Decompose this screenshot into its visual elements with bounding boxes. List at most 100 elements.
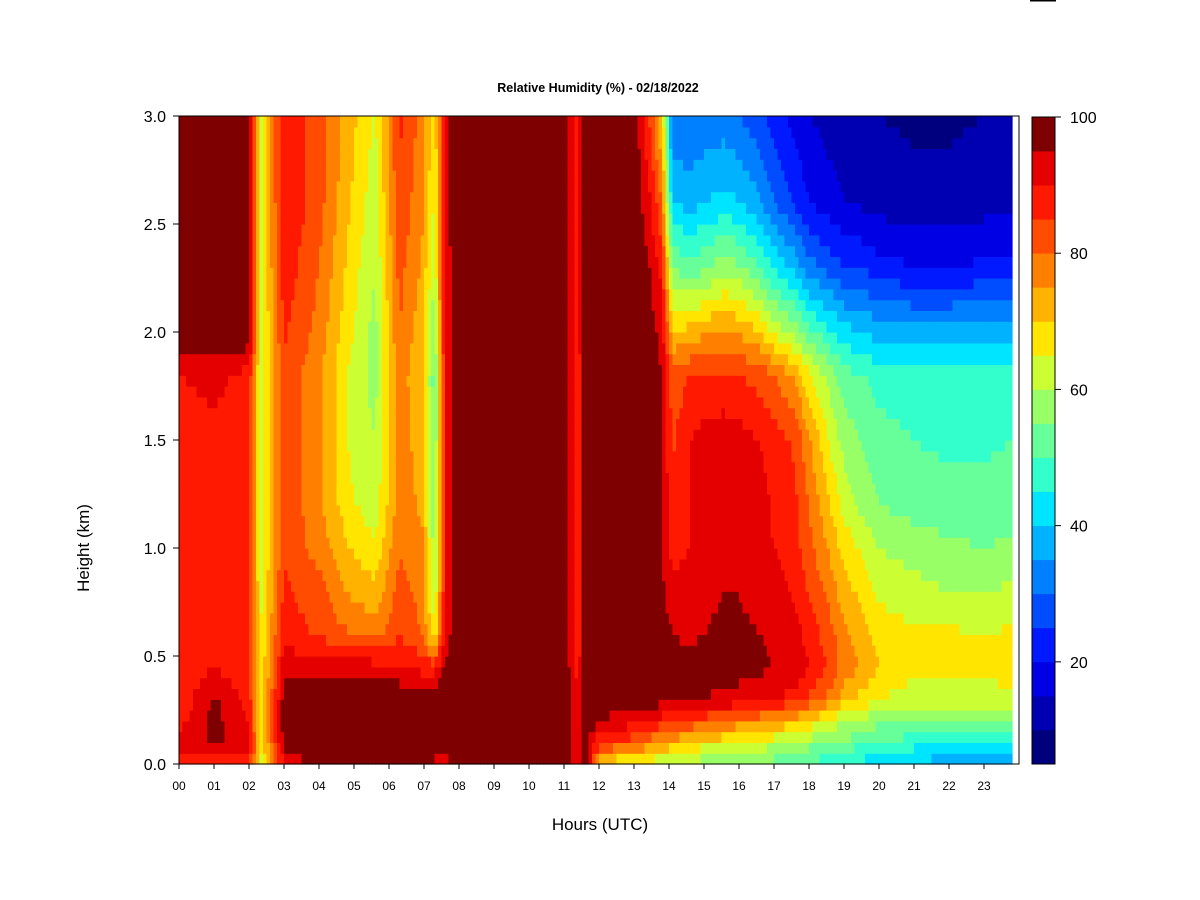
heatmap-cell	[186, 612, 191, 625]
heatmap-cell	[371, 623, 376, 635]
heatmap-cell	[830, 720, 835, 733]
heatmap-cell	[564, 537, 569, 549]
heatmap-cell	[574, 645, 579, 657]
heatmap-cell	[606, 731, 611, 743]
heatmap-cell	[469, 591, 474, 603]
heatmap-cell	[826, 537, 831, 549]
heatmap-cell	[525, 537, 530, 549]
heatmap-cell	[333, 688, 338, 700]
heatmap-cell	[581, 548, 586, 560]
heatmap-cell	[585, 602, 590, 614]
heatmap-cell	[854, 742, 859, 754]
heatmap-cell	[319, 677, 324, 689]
heatmap-cell	[945, 677, 950, 689]
heatmap-cell	[1008, 645, 1013, 657]
heatmap-cell	[704, 753, 709, 765]
heatmap-cell	[910, 710, 915, 722]
heatmap-cell	[259, 591, 264, 603]
heatmap-cell	[826, 623, 831, 635]
heatmap-cell	[907, 742, 912, 754]
heatmap-cell	[798, 645, 803, 657]
heatmap-cell	[280, 591, 285, 603]
heatmap-cell	[686, 742, 691, 754]
heatmap-cell	[473, 656, 478, 668]
heatmap-cell	[574, 548, 579, 560]
heatmap-cell	[413, 548, 418, 560]
heatmap-cell	[361, 612, 366, 625]
heatmap-cell	[476, 677, 481, 689]
heatmap-cell	[802, 720, 807, 733]
heatmap-cell	[347, 558, 352, 571]
heatmap-cell	[480, 666, 485, 679]
heatmap-cell	[844, 612, 849, 625]
heatmap-cell	[686, 634, 691, 646]
heatmap-cell	[350, 591, 355, 603]
heatmap-cell	[189, 677, 194, 689]
heatmap-cell	[375, 666, 380, 679]
heatmap-cell	[984, 591, 989, 603]
heatmap-cell	[578, 688, 583, 700]
heatmap-cell	[602, 742, 607, 754]
heatmap-cell	[298, 548, 303, 560]
heatmap-cell	[196, 742, 201, 754]
heatmap-cell	[665, 558, 670, 571]
heatmap-cell	[644, 699, 649, 711]
heatmap-cell	[711, 720, 716, 733]
heatmap-cell	[721, 623, 726, 635]
heatmap-cell	[949, 580, 954, 592]
heatmap-cell	[903, 645, 908, 657]
heatmap-cell	[294, 666, 299, 679]
heatmap-cell	[434, 548, 439, 560]
heatmap-cell	[378, 688, 383, 700]
heatmap-cell	[837, 742, 842, 754]
heatmap-cell	[273, 602, 278, 614]
heatmap-cell	[375, 634, 380, 646]
heatmap-cell	[949, 753, 954, 765]
heatmap-cell	[294, 656, 299, 668]
heatmap-cell	[770, 753, 775, 765]
heatmap-cell	[907, 677, 912, 689]
heatmap-cell	[487, 558, 492, 571]
heatmap-cell	[319, 720, 324, 733]
heatmap-cell	[550, 602, 555, 614]
heatmap-cell	[840, 731, 845, 743]
heatmap-cell	[364, 537, 369, 549]
heatmap-cell	[497, 720, 502, 733]
heatmap-cell	[721, 645, 726, 657]
heatmap-cell	[917, 537, 922, 549]
heatmap-cell	[655, 548, 660, 560]
heatmap-cell	[375, 612, 380, 625]
heatmap-cell	[998, 580, 1003, 592]
heatmap-cell	[501, 688, 506, 700]
heatmap-cell	[480, 634, 485, 646]
heatmap-cell	[938, 591, 943, 603]
heatmap-cell	[879, 720, 884, 733]
heatmap-cell	[340, 742, 345, 754]
heatmap-cell	[756, 666, 761, 679]
heatmap-cell	[364, 645, 369, 657]
heatmap-cell	[623, 666, 628, 679]
heatmap-cell	[676, 656, 681, 668]
heatmap-cell	[844, 742, 849, 754]
heatmap-cell	[564, 558, 569, 571]
heatmap-cell	[613, 731, 618, 743]
heatmap-cell	[343, 742, 348, 754]
heatmap-cell	[585, 677, 590, 689]
heatmap-cell	[700, 602, 705, 614]
heatmap-cell	[875, 742, 880, 754]
heatmap-cell	[473, 558, 478, 571]
heatmap-cell	[417, 656, 422, 668]
heatmap-cell	[672, 666, 677, 679]
heatmap-cell	[361, 537, 366, 549]
heatmap-cell	[560, 612, 565, 625]
heatmap-cell	[210, 602, 215, 614]
heatmap-cell	[613, 688, 618, 700]
heatmap-cell	[760, 602, 765, 614]
heatmap-cell	[315, 548, 320, 560]
heatmap-cell	[581, 753, 586, 765]
heatmap-cell	[536, 710, 541, 722]
heatmap-cell	[291, 688, 296, 700]
heatmap-cell	[522, 742, 527, 754]
heatmap-cell	[368, 558, 373, 571]
heatmap-cell	[557, 548, 562, 560]
